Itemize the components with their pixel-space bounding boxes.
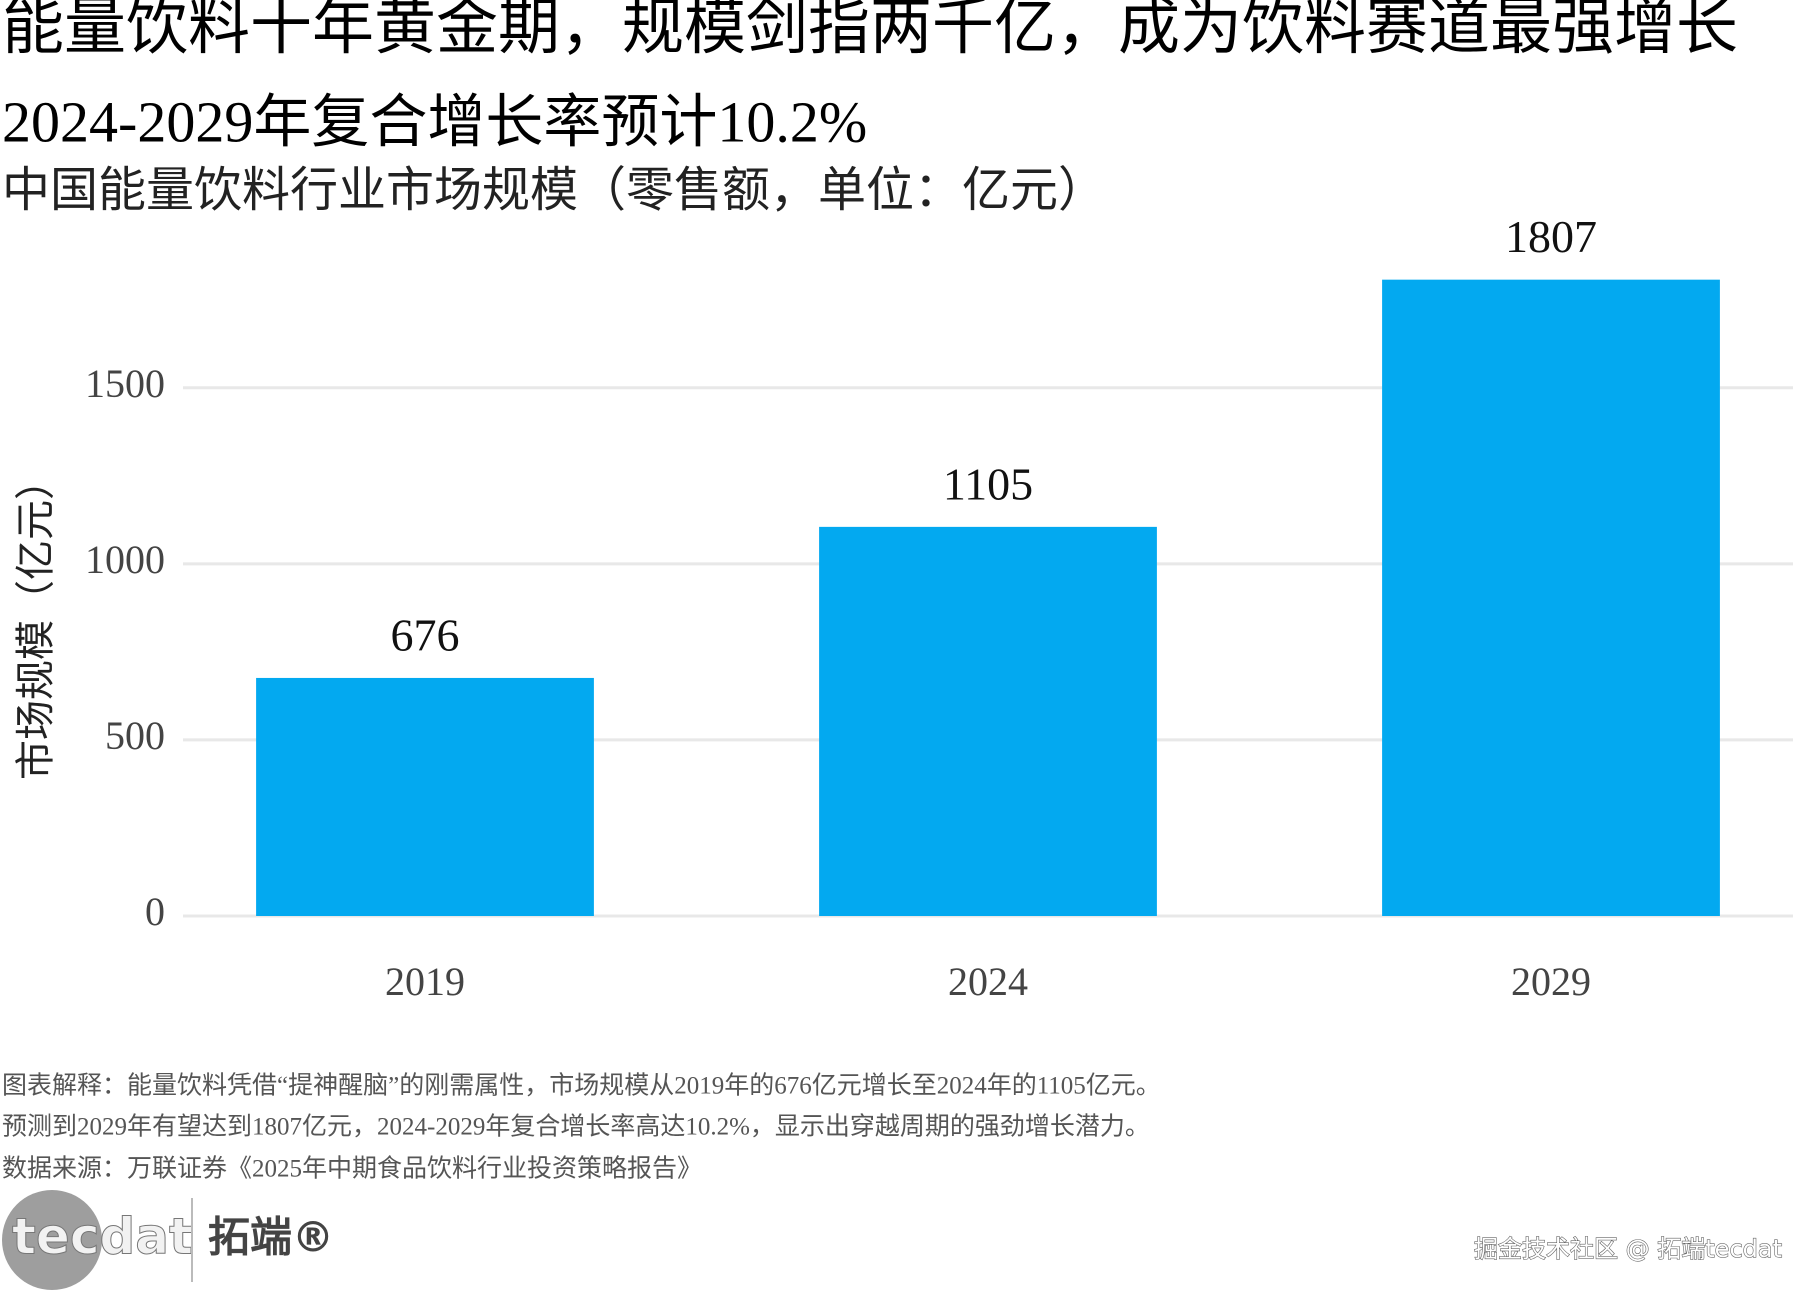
- value-label: 676: [391, 610, 460, 661]
- y-tick-label: 1500: [85, 361, 165, 406]
- bar: [256, 677, 594, 916]
- bar: [1382, 279, 1720, 917]
- y-tick-label: 1000: [85, 537, 165, 582]
- caption: 图表解释：能量饮料凭借“提神醒脑”的刚需属性，市场规模从2019年的676亿元增…: [2, 1072, 1161, 1183]
- caption-line: 预测到2029年有望达到1807亿元，2024-2029年复合增长率高达10.2…: [2, 1113, 1150, 1141]
- value-label: 1105: [943, 458, 1033, 509]
- x-tick-label: 2019: [385, 959, 465, 1004]
- chart-subtitle: 中国能量饮料行业市场规模（零售额，单位：亿元）: [2, 164, 1106, 217]
- value-label: 1807: [1505, 211, 1597, 262]
- y-axis-label: 市场规模（亿元）: [13, 460, 58, 780]
- caption-line: 图表解释：能量饮料凭借“提神醒脑”的刚需属性，市场规模从2019年的676亿元增…: [2, 1072, 1161, 1100]
- logo-text: tecdat: [12, 1208, 193, 1266]
- logo-circle: [2, 1190, 102, 1290]
- watermark: 掘金技术社区 @ 拓端tecdat: [1474, 1235, 1782, 1263]
- x-tick-label: 2029: [1511, 959, 1591, 1004]
- y-tick-label: 0: [145, 889, 165, 934]
- chart-title: 能量饮料十年黄金期，规模剑指两千亿，成为饮料赛道最强增长: [2, 0, 1738, 62]
- y-tick-label: 500: [105, 713, 165, 758]
- caption-line: 数据来源：万联证券《2025年中期食品饮料行业投资策略报告》: [2, 1155, 702, 1183]
- bar: [819, 526, 1157, 916]
- brand-text: 拓端®: [208, 1213, 334, 1262]
- x-tick-label: 2024: [948, 959, 1028, 1004]
- chart-title-line2: 2024-2029年复合增长率预计10.2%: [2, 89, 867, 154]
